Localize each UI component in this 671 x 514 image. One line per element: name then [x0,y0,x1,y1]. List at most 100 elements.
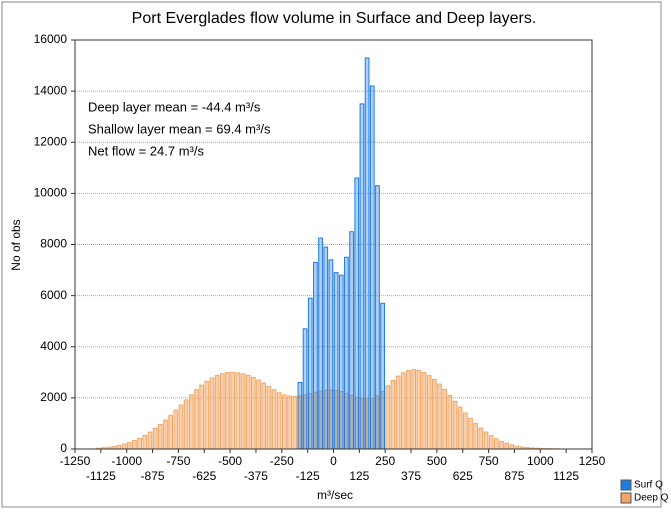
x-tick-label: -625 [192,469,216,483]
histogram-bar [152,428,158,450]
histogram-bar [297,382,303,450]
histogram-bar [209,377,215,450]
histogram-bar [406,370,411,450]
histogram-bar [390,379,396,450]
annotation: Deep layer mean = -44.4 m³/s [88,99,261,114]
histogram-bar [344,256,349,450]
y-tick-label: 16000 [34,32,68,46]
annotation: Shallow layer mean = 69.4 m³/s [88,121,271,136]
histogram-bar [225,372,230,450]
histogram-bar [183,399,189,450]
histogram-bar [385,385,391,450]
y-tick-label: 10000 [34,186,68,200]
x-tick-label: 250 [375,454,395,468]
x-tick-label: -500 [218,454,242,468]
y-tick-label: 14000 [34,83,68,97]
histogram-bar [509,444,515,450]
histogram-bar [276,392,282,450]
histogram-bar [478,427,484,450]
histogram-bar [468,417,473,450]
histogram-bar [447,394,453,450]
legend-swatch [620,479,632,491]
histogram-bar [400,372,406,450]
x-tick-label: -875 [141,469,165,483]
histogram-bar [214,374,220,450]
histogram-bar [292,396,298,450]
histogram-bar [421,372,427,450]
histogram-bar [375,185,380,450]
histogram-bar [473,422,479,450]
histogram-bar [287,395,292,450]
histogram-bar [328,259,334,450]
histogram-bar [313,261,318,450]
x-tick-label: 500 [427,454,447,468]
histogram-bar [431,378,437,450]
x-tick-label: -1125 [86,469,116,483]
histogram-bar [380,302,385,450]
y-tick-label: 8000 [40,237,67,251]
x-tick-label: -125 [296,469,320,483]
histogram-bar [504,442,510,450]
histogram-bar [240,373,246,450]
x-tick-label: 0 [330,454,337,468]
histogram-bar [163,419,168,450]
histogram-bar [178,404,184,450]
histogram-bar [271,389,277,450]
histogram-bar [302,328,308,450]
histogram-bar [416,370,422,450]
histogram-bar [462,412,468,450]
legend-label: Surf Q [634,480,663,491]
histogram-bar [126,442,132,450]
histogram-bar [442,388,448,450]
histogram-bar [251,376,256,450]
x-tick-label: 750 [479,454,499,468]
histogram-bar [323,246,329,450]
histogram-bar [359,103,365,450]
histogram-bar [333,272,339,450]
x-axis-label: m³/sec [317,488,353,502]
y-axis-label: No of obs [9,219,23,270]
histogram-bar [338,274,344,450]
histogram-bar [457,406,463,450]
y-tick-label: 0 [60,441,67,455]
histogram-bar [483,431,489,450]
histogram-bar [137,437,142,450]
histogram-bar [307,297,313,450]
histogram-bar [411,369,416,450]
histogram-bar [132,440,137,450]
histogram-bar [369,85,375,450]
x-tick-label: 625 [453,469,473,483]
x-tick-label: -750 [166,454,190,468]
x-tick-label: 1000 [527,454,554,468]
histogram-bar [452,400,458,450]
histogram-bar [266,385,272,450]
histogram-bar [235,372,241,450]
histogram-bar [261,382,267,450]
y-tick-label: 6000 [40,288,67,302]
histogram-bar [493,438,499,450]
histogram-bar [204,380,210,450]
x-tick-label: 1125 [553,469,579,483]
histogram-bar [230,371,236,450]
annotation: Net flow = 24.7 m³/s [88,143,204,158]
histogram-bar [245,374,251,450]
histogram-bar [147,431,153,450]
histogram-bar [157,423,163,450]
histogram-bar [194,389,199,450]
histogram-bar [168,414,174,450]
histogram-bar [349,231,354,450]
x-tick-label: 1250 [579,454,606,468]
histogram-bar [426,375,432,450]
legend-swatch [620,492,632,504]
histogram-bar [173,409,179,450]
y-tick-label: 4000 [40,339,67,353]
histogram-bar [437,383,442,450]
x-tick-label: 875 [504,469,524,483]
y-tick-label: 12000 [34,134,68,148]
x-tick-label: 125 [349,469,369,483]
histogram-bar [256,379,261,450]
histogram-bar [282,394,287,450]
histogram-bar [499,440,504,450]
histogram-bar [318,237,323,450]
